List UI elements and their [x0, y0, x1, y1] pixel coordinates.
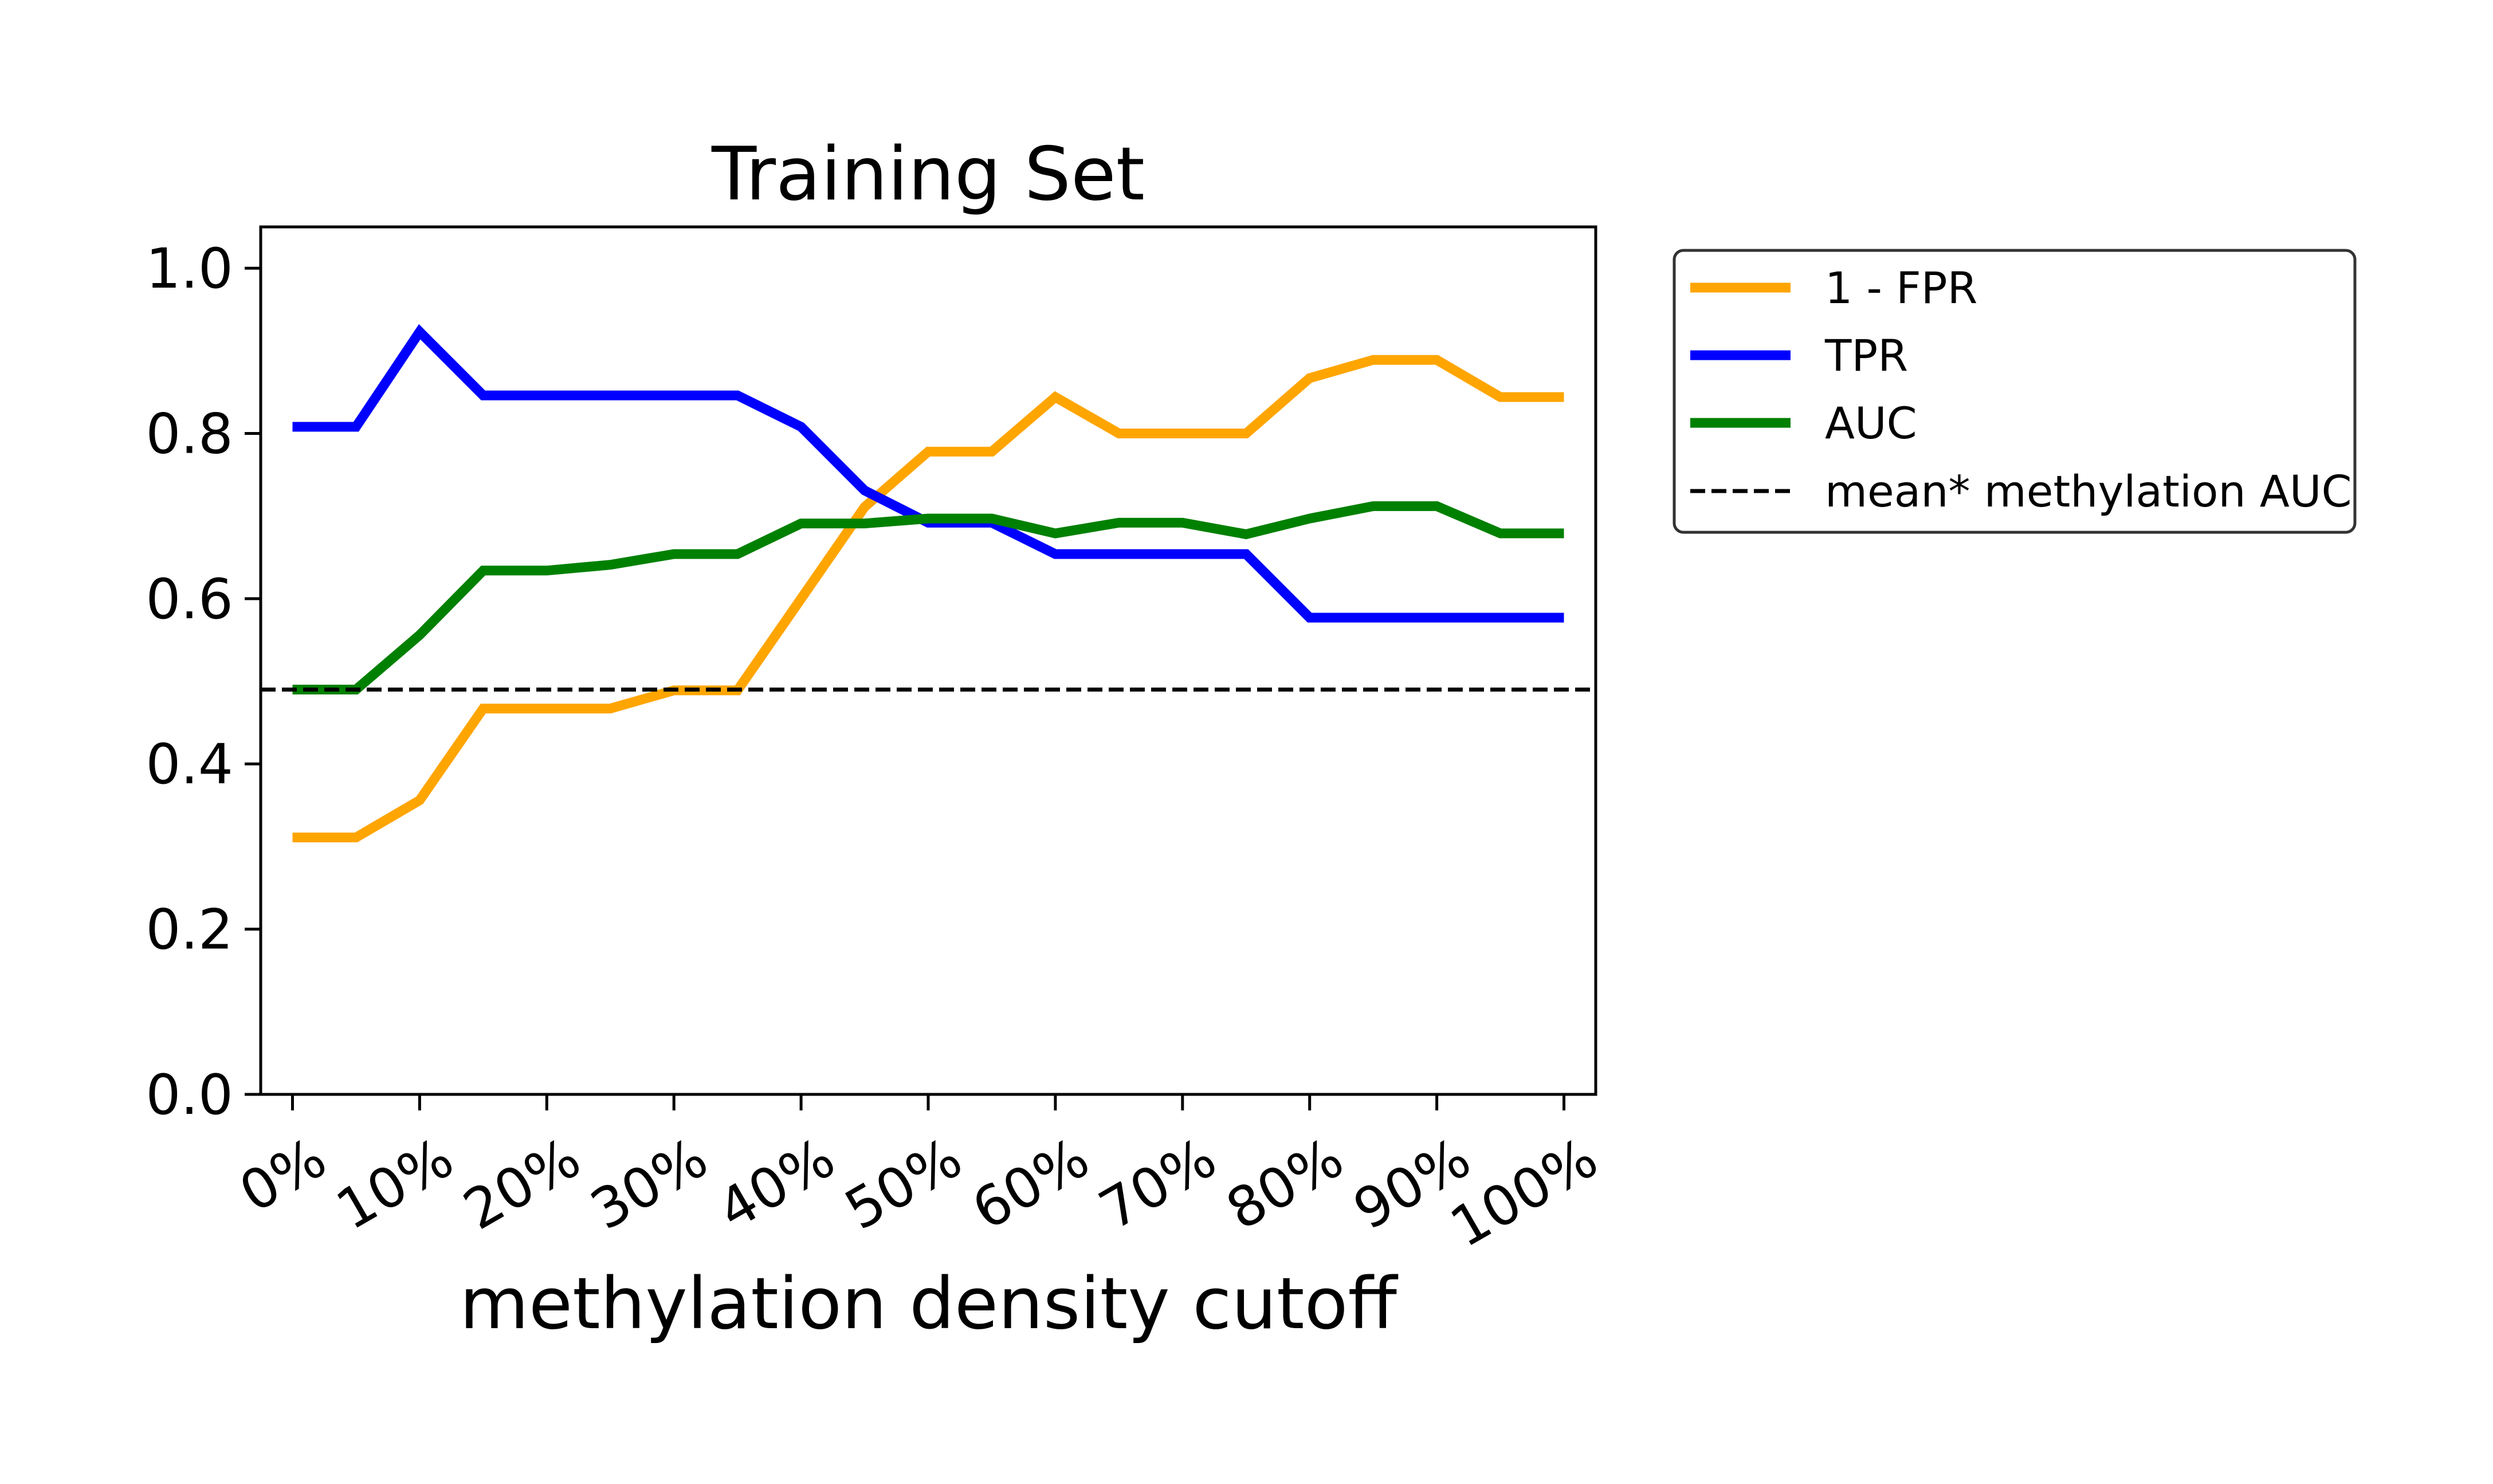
- legend-label-auc: AUC: [1825, 398, 1917, 449]
- chart-title: Training Set: [711, 132, 1145, 217]
- y-tick-label: 0.2: [146, 898, 233, 962]
- y-axis: 0.0 0.2 0.4 0.6 0.8 1.0: [146, 237, 261, 1127]
- legend-label-tpr: TPR: [1824, 330, 1908, 381]
- y-tick-label: 1.0: [146, 237, 233, 301]
- legend-label-1-fpr: 1 - FPR: [1825, 262, 1977, 313]
- x-axis-label: methylation density cutoff: [460, 1263, 1398, 1345]
- plot-area: [261, 324, 1596, 843]
- series-layer: [261, 324, 1596, 843]
- series-line-auc: [292, 501, 1564, 694]
- legend-label-mean-methylation-auc: mean* methylation AUC: [1825, 466, 2352, 517]
- y-tick-label: 0.6: [146, 567, 233, 631]
- series-line-1-fpr: [292, 355, 1564, 843]
- legend: 1 - FPR TPR AUC mean* methylation AUC: [1673, 249, 2357, 534]
- legend-frame: [1673, 249, 2357, 534]
- y-tick-label: 0.8: [146, 402, 233, 466]
- y-tick-label: 0.0: [146, 1063, 233, 1127]
- y-tick-label: 0.4: [146, 732, 233, 796]
